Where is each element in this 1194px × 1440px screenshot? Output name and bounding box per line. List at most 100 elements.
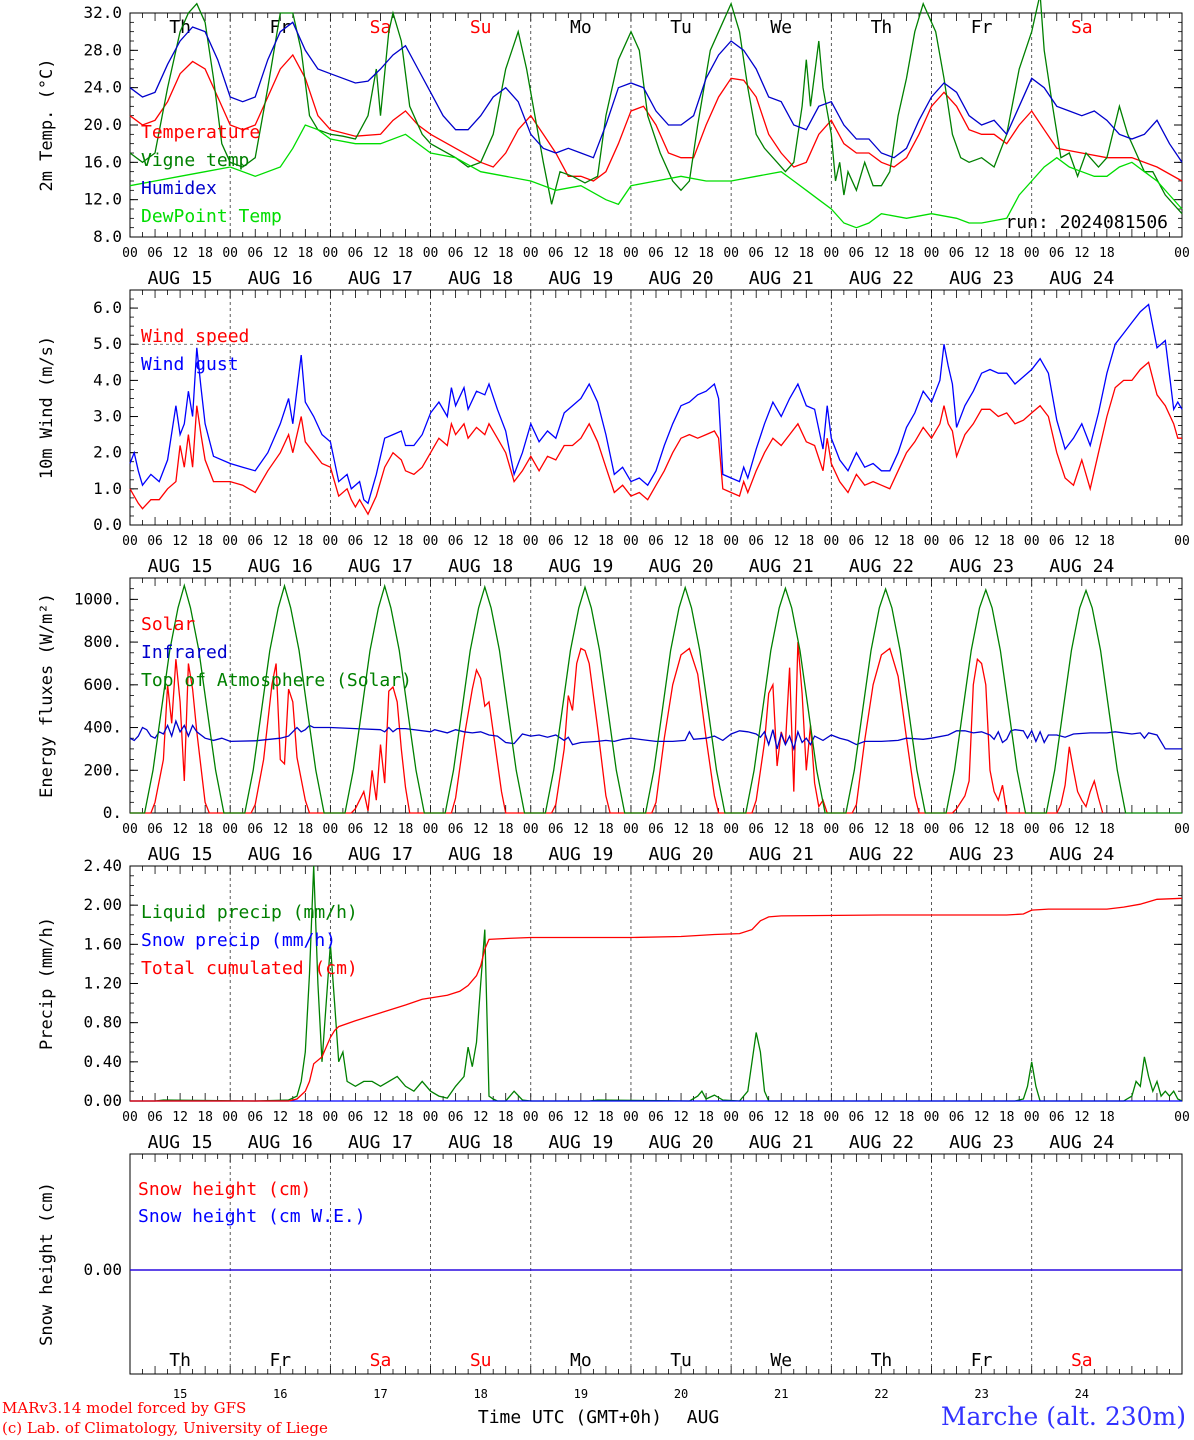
hour-label: 18 [1099,1110,1115,1125]
hour-label: 12 [373,534,389,549]
x-axis-month: AUG [687,1407,720,1428]
hour-label: 12 [172,1110,188,1125]
date-label: AUG 18 [448,556,513,577]
hour-label: 00 [1024,822,1040,837]
y-tick-label: 28.0 [83,40,122,59]
y-tick-label: 8.0 [93,227,122,246]
hour-label: 18 [899,822,915,837]
date-label: AUG 22 [849,556,914,577]
hour-label: 12 [272,246,288,261]
legend-entry: Solar [141,614,195,635]
weekday-label: Th [871,17,893,38]
hour-label: 06 [247,246,263,261]
hour-label: 00 [122,1110,138,1125]
date-label: AUG 23 [949,268,1014,289]
hour-label: 06 [949,1110,965,1125]
hour-label: 00 [824,822,840,837]
hour-label: 12 [874,246,890,261]
hour-label: 18 [197,822,213,837]
hour-label: 00 [1174,1110,1190,1125]
hour-label: 06 [348,534,364,549]
y-axis-title: 2m Temp. (°C) [37,58,57,191]
hour-label: 06 [548,246,564,261]
hour-label: 00 [824,246,840,261]
hour-label: 06 [748,534,764,549]
y-tick-label: 1.60 [83,934,122,953]
hour-label: 06 [247,822,263,837]
hour-label: 18 [899,1110,915,1125]
y-tick-label: 400. [83,718,122,737]
hour-label: 00 [1174,534,1190,549]
hour-label: 12 [1074,822,1090,837]
hour-label: 12 [473,534,489,549]
hour-label: 00 [122,822,138,837]
day-number-label: 23 [974,1387,988,1401]
hour-label: 18 [197,246,213,261]
hour-label: 18 [598,534,614,549]
date-label: AUG 17 [348,268,413,289]
hour-label: 00 [723,534,739,549]
hour-label: 00 [222,1110,238,1125]
weekday-label: Fr [269,1350,291,1371]
hour-label: 06 [648,822,664,837]
series-line [130,897,1183,1102]
hour-label: 06 [949,822,965,837]
hour-label: 12 [874,534,890,549]
hour-label: 06 [849,246,865,261]
hour-label: 12 [773,534,789,549]
y-tick-label: 32.0 [83,3,122,22]
y-tick-label: 2.00 [83,895,122,914]
hour-label: 18 [698,246,714,261]
hour-label: 12 [473,246,489,261]
weekday-label: Th [169,1350,191,1371]
hour-label: 18 [298,246,314,261]
hour-label: 00 [423,1110,439,1125]
date-label: AUG 16 [248,268,313,289]
hour-label: 12 [473,822,489,837]
date-label: AUG 18 [448,268,513,289]
y-axis-title: Snow height (cm) [37,1182,57,1346]
hour-label: 12 [373,1110,389,1125]
hour-label: 06 [147,822,163,837]
hour-label: 00 [1024,246,1040,261]
hour-label: 06 [348,822,364,837]
legend-entry: Wind gust [141,354,239,375]
date-label: AUG 16 [248,556,313,577]
hour-label: 06 [1049,534,1065,549]
day-number-label: 24 [1075,1387,1089,1401]
hour-label: 06 [949,534,965,549]
hour-label: 00 [723,246,739,261]
hour-label: 12 [974,534,990,549]
date-label: AUG 24 [1049,268,1114,289]
hour-label: 00 [1174,246,1190,261]
date-label: AUG 18 [448,1132,513,1153]
date-label: AUG 16 [248,844,313,865]
legend-entry: Top of Atmosphere (Solar) [141,670,412,691]
date-label: AUG 17 [348,1132,413,1153]
hour-label: 06 [548,534,564,549]
hour-label: 00 [824,1110,840,1125]
legend-entry: Liquid precip (mm/h) [141,902,358,923]
hour-label: 18 [698,534,714,549]
y-tick-label: 1.0 [93,479,122,498]
hour-label: 06 [748,1110,764,1125]
hour-label: 18 [1099,534,1115,549]
hour-label: 06 [348,246,364,261]
y-tick-label: 0.40 [83,1052,122,1071]
date-label: AUG 17 [348,844,413,865]
hour-label: 00 [523,1110,539,1125]
hour-label: 18 [899,534,915,549]
day-number-label: 20 [674,1387,688,1401]
date-label: AUG 19 [548,844,613,865]
hour-label: 06 [1049,1110,1065,1125]
y-axis-title: 10m Wind (m/s) [37,336,57,479]
hour-label: 00 [1024,534,1040,549]
hour-label: 00 [1174,822,1190,837]
hour-label: 06 [949,246,965,261]
date-label: AUG 21 [749,268,814,289]
y-tick-label: 6.0 [93,298,122,317]
hour-label: 12 [172,246,188,261]
hour-label: 18 [999,1110,1015,1125]
series-line [129,303,1183,505]
y-axis-title: Energy fluxes (W/m²) [37,593,57,798]
